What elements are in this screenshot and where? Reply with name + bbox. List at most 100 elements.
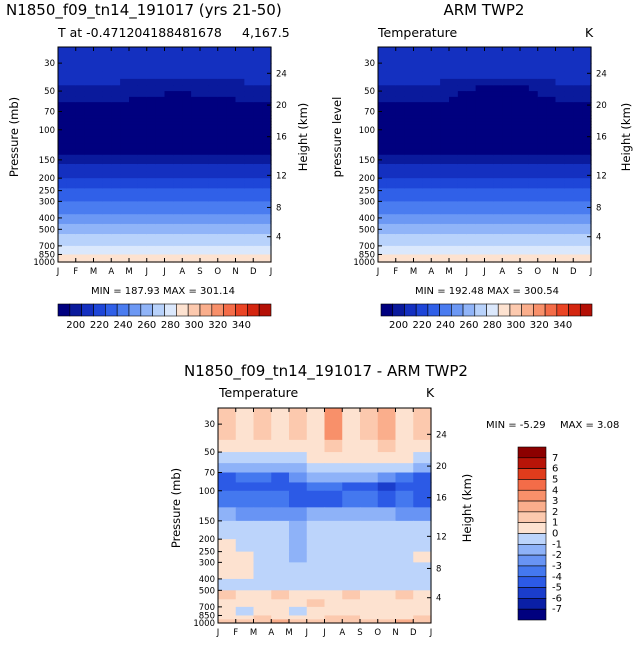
contour-cell-model-16-38 (200, 210, 210, 215)
contour-cell-obs-23-46 (582, 234, 592, 237)
contour-cell-model-19-60 (226, 257, 237, 259)
contour-cell-model-11-13 (155, 121, 166, 125)
contour-cell-obs-1-20 (386, 154, 397, 161)
contour-cell-obs-1-55 (386, 250, 397, 253)
x-tick-label-obs-1: F (393, 267, 398, 277)
contour-cell-obs-3-4 (404, 78, 415, 86)
contour-cell-obs-2-47 (395, 236, 406, 239)
contour-cell-model-4-19 (93, 149, 103, 156)
contour-cell-model-8-58 (129, 254, 139, 257)
contour-cell-obs-17-16 (528, 129, 539, 138)
contour-cell-model-10-48 (146, 238, 157, 241)
contour-cell-model-23-48 (262, 238, 272, 241)
contour-cell-obs-9-53 (457, 247, 468, 250)
contour-cell-model-13-51 (173, 244, 183, 247)
contour-cell-model-13-60 (173, 257, 183, 259)
contour-cell-model-19-7 (226, 96, 237, 103)
contour-cell-model-20-5 (235, 85, 245, 92)
contour-cell-obs-5-43 (422, 226, 432, 230)
contour-cell-model-10-3 (146, 71, 157, 80)
contour-cell-obs-9-49 (457, 240, 468, 243)
contour-cell-model-20-33 (235, 195, 245, 198)
contour-cell-obs-16-24 (520, 171, 530, 176)
contour-cell-diff-11-9 (413, 539, 432, 553)
contour-cell-model-1-38 (66, 210, 77, 215)
contour-cell-model-15-10 (191, 111, 201, 116)
contour-cell-model-20-41 (235, 221, 245, 225)
contour-cell-model-12-19 (164, 149, 174, 156)
contour-cell-obs-16-41 (520, 221, 530, 225)
y-tick-label-model-10: 700 (39, 242, 55, 252)
contour-cell-model-5-47 (102, 236, 112, 239)
contour-cell-obs-20-8 (555, 102, 565, 108)
contour-cell-model-11-21 (155, 159, 166, 165)
contour-cell-obs-15-12 (511, 118, 521, 123)
contour-cell-obs-20-4 (555, 78, 565, 86)
contour-cell-model-0-41 (58, 221, 68, 225)
contour-cell-obs-15-34 (511, 197, 521, 200)
contour-cell-obs-23-20 (582, 154, 592, 161)
contour-cell-model-20-57 (235, 253, 245, 256)
contour-cell-obs-12-54 (484, 248, 494, 251)
contour-cell-model-15-24 (191, 171, 201, 176)
contour-cell-model-0-37 (58, 205, 68, 211)
contour-cell-model-22-16 (253, 129, 263, 138)
contour-cell-obs-9-27 (457, 180, 468, 185)
x-tick-label-model-9: O (214, 267, 221, 277)
contour-cell-model-4-6 (93, 91, 103, 98)
colorbar-label-model-3: 260 (137, 320, 156, 331)
contour-cell-model-19-58 (226, 254, 237, 257)
x-tick-label-model-10: N (232, 267, 238, 277)
contour-cell-obs-23-55 (582, 250, 592, 253)
contour-cell-diff-10-7 (395, 507, 414, 522)
contour-cell-diff-11-17 (413, 619, 432, 624)
contour-cell-obs-0-14 (378, 124, 388, 128)
contour-cell-model-1-4 (66, 78, 77, 86)
contour-cell-model-6-0 (111, 47, 121, 57)
contour-cell-obs-16-8 (520, 102, 530, 108)
contour-cell-model-0-60 (58, 257, 68, 259)
contour-cell-model-15-26 (191, 178, 201, 182)
contour-cell-obs-23-9 (582, 107, 592, 113)
contour-cell-model-23-1 (262, 55, 272, 64)
contour-cell-model-16-48 (200, 238, 210, 241)
contour-cell-model-8-13 (129, 121, 139, 125)
contour-cell-obs-17-20 (528, 154, 539, 161)
contour-cell-obs-21-41 (564, 221, 574, 225)
contour-cell-model-17-7 (208, 96, 219, 103)
contour-cell-obs-13-14 (493, 124, 503, 128)
contour-cell-model-23-32 (262, 192, 272, 196)
contour-cell-model-19-56 (226, 251, 237, 254)
colorbar-label-obs-7: 340 (553, 320, 572, 331)
contour-cell-obs-11-22 (475, 163, 486, 169)
contour-cell-obs-18-4 (537, 78, 548, 86)
contour-cell-obs-10-14 (466, 124, 477, 128)
contour-cell-model-22-31 (253, 190, 263, 194)
x-tick-label-diff-9: O (374, 628, 381, 638)
contour-cell-model-23-58 (262, 254, 272, 257)
contour-cell-obs-14-50 (502, 242, 512, 245)
contour-cell-model-19-62 (226, 259, 237, 262)
contour-cell-model-18-36 (217, 201, 228, 207)
contour-cell-diff-2-12 (253, 578, 272, 591)
colorbar-label-diff-0: 7 (552, 453, 558, 464)
contour-cell-obs-8-35 (449, 199, 459, 202)
panel-model-y2label: Height (km) (296, 103, 310, 172)
contour-cell-model-6-52 (111, 245, 121, 249)
contour-cell-model-3-44 (84, 229, 95, 233)
contour-cell-model-9-32 (137, 192, 148, 196)
contour-cell-model-22-51 (253, 244, 263, 247)
contour-cell-obs-13-2 (493, 63, 503, 73)
contour-cell-obs-1-58 (386, 254, 397, 257)
contour-cell-obs-15-25 (511, 174, 521, 179)
contour-cell-model-2-29 (75, 185, 86, 189)
contour-cell-obs-14-24 (502, 171, 512, 176)
contour-cell-model-13-44 (173, 229, 183, 233)
contour-cell-obs-8-20 (449, 154, 459, 161)
contour-cell-obs-5-45 (422, 231, 432, 235)
contour-cell-obs-20-2 (555, 63, 565, 73)
contour-cell-model-7-37 (120, 205, 130, 211)
contour-cell-obs-1-12 (386, 118, 397, 123)
contour-cell-model-15-62 (191, 259, 201, 262)
contour-cell-model-16-22 (200, 163, 210, 169)
